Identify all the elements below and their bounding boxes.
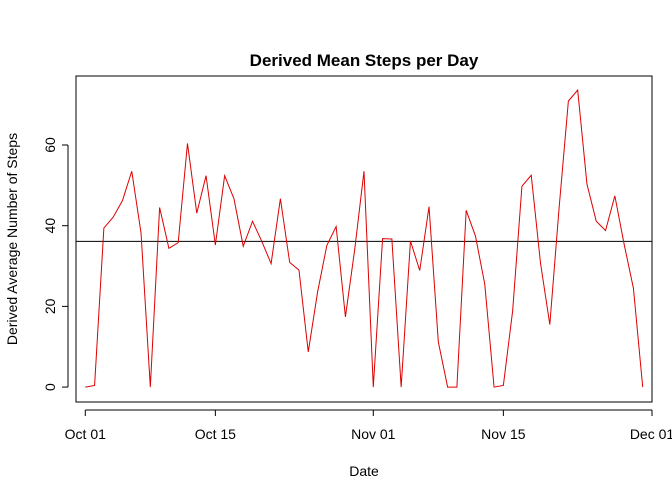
plot-frame [75, 75, 653, 403]
chart-title: Derived Mean Steps per Day [250, 51, 479, 70]
x-tick-label: Oct 01 [65, 426, 106, 442]
y-tick-label: 60 [42, 137, 58, 153]
x-tick-label: Nov 15 [481, 426, 526, 442]
series-line-daily-steps [85, 88, 644, 388]
y-axis-label: Derived Average Number of Steps [4, 133, 20, 345]
series-points [85, 90, 643, 388]
y-tick-label: 0 [42, 383, 58, 391]
y-axis: 0 20 40 60 [42, 137, 69, 391]
y-tick-label: 40 [42, 218, 58, 234]
x-tick-label: Oct 15 [195, 426, 236, 442]
x-tick-label: Nov 01 [351, 426, 396, 442]
x-axis: Oct 01 Oct 15 Nov 01 Nov 15 Dec 01 [65, 409, 672, 442]
x-tick-label: Dec 01 [630, 426, 672, 442]
x-axis-label: Date [349, 463, 379, 479]
y-tick-label: 20 [42, 298, 58, 314]
